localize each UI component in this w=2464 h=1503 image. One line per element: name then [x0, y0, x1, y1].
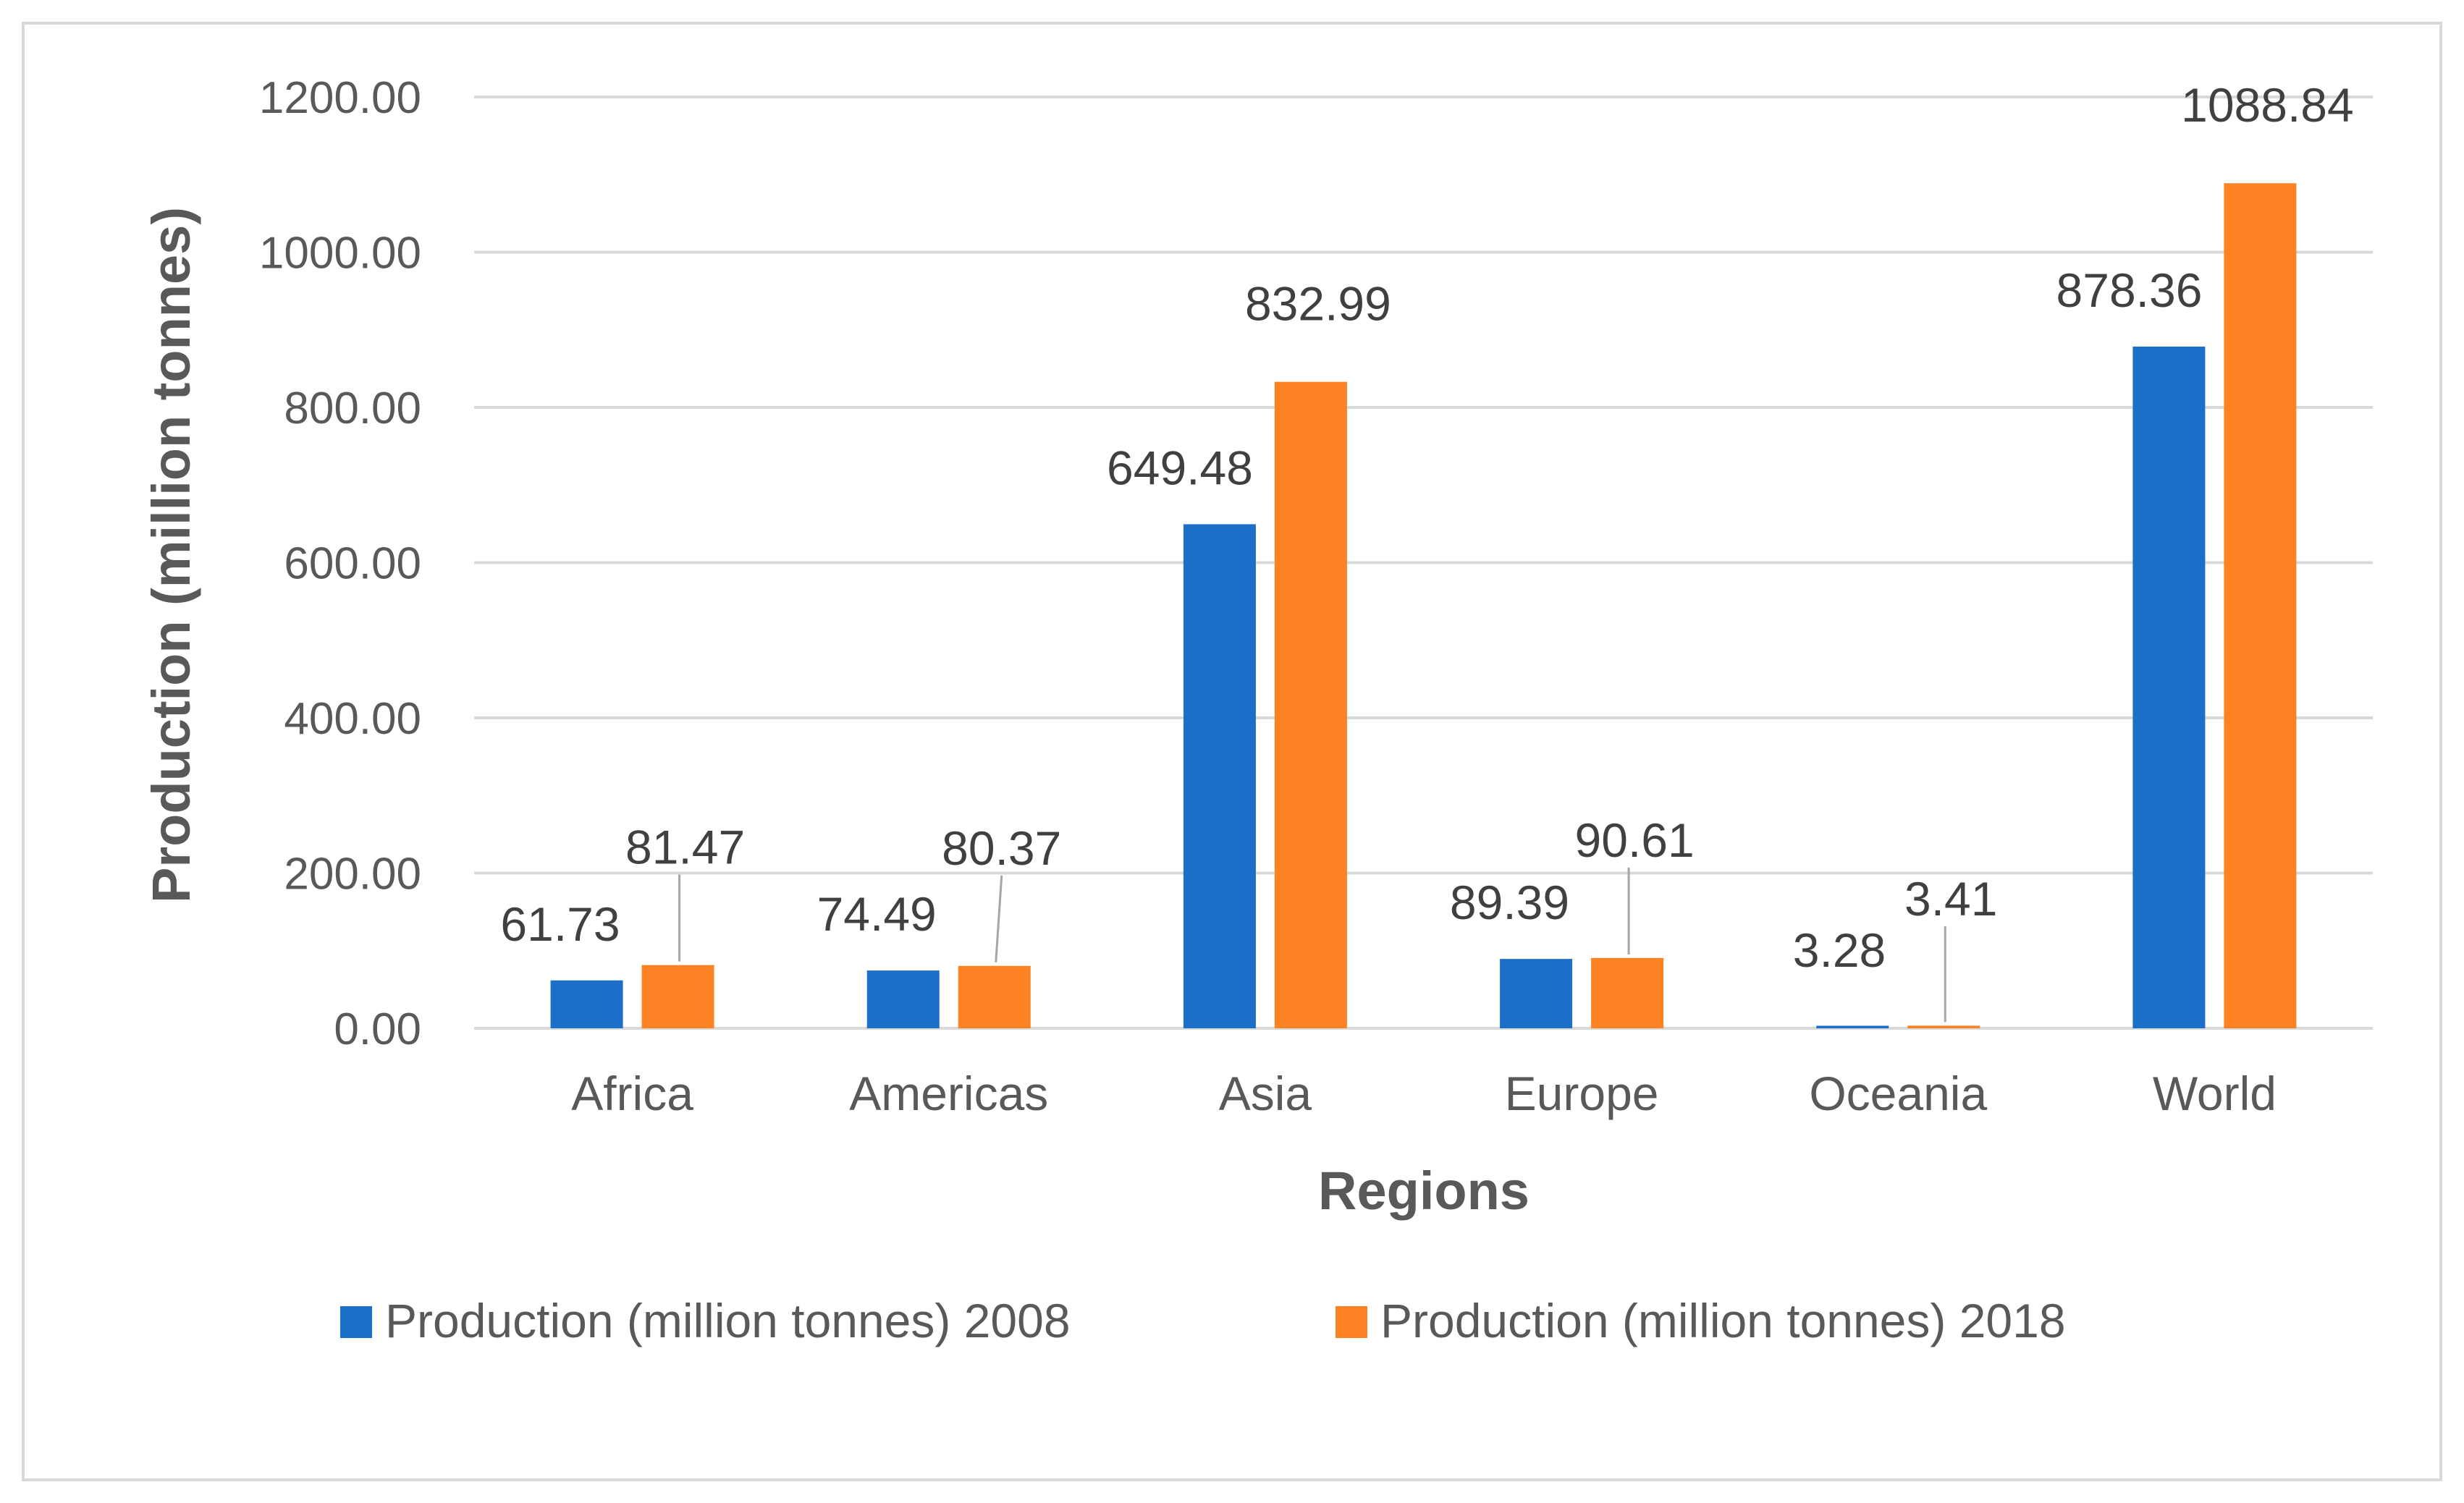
data-label-2008-africa: 61.73 [500, 897, 620, 951]
x-category-label: Americas [849, 1067, 1048, 1120]
bar-2018-asia [1274, 381, 1347, 1028]
chart-frame: 0.00 200.00 400.00 600.00 800.00 1000.00 1200.… [22, 22, 2442, 1481]
y-tick-label: 200.00 [284, 850, 421, 899]
x-category-label: Europe [1505, 1067, 1659, 1120]
data-label-2008-americas: 74.49 [817, 887, 937, 941]
bar-2008-world [2132, 346, 2206, 1029]
legend: Production (million tonnes) 2008 Product… [340, 1294, 2066, 1347]
bar-2018-americas [958, 965, 1031, 1028]
data-label-2018-asia: 832.99 [1245, 277, 1391, 331]
legend-label-2018: Production (million tonnes) 2018 [1380, 1294, 2066, 1347]
bar-2008-europe [1500, 959, 1573, 1028]
y-tick-label: 600.00 [284, 539, 421, 589]
bar-2008-oceania [1816, 1025, 1889, 1028]
y-tick-label: 0.00 [334, 1004, 421, 1054]
leader-line [995, 875, 1003, 962]
x-category-label: Asia [1219, 1067, 1312, 1120]
data-label-2018-oceania: 3.41 [1904, 872, 1997, 926]
bar-2008-africa [550, 980, 623, 1028]
y-axis-title: Production (million tonnes) [141, 207, 201, 903]
bar-2008-americas [866, 970, 940, 1028]
data-label-2008-oceania: 3.28 [1793, 923, 1886, 977]
y-tick-label: 400.00 [284, 694, 421, 744]
bar-2018-europe [1591, 957, 1664, 1028]
legend-swatch-2018 [1336, 1306, 1367, 1338]
data-label-2018-americas: 80.37 [942, 821, 1061, 875]
y-tick-label: 1200.00 [259, 73, 421, 123]
bar-chart: 0.00 200.00 400.00 600.00 800.00 1000.00 1200.… [141, 73, 2373, 1347]
bar-2018-oceania [1907, 1025, 1980, 1028]
y-tick-label: 1000.00 [259, 229, 421, 279]
data-label-2008-asia: 649.48 [1107, 441, 1253, 494]
legend-label-2008: Production (million tonnes) 2008 [385, 1294, 1071, 1347]
data-label-2018-world: 1088.84 [2181, 78, 2354, 132]
bar-2018-africa [641, 965, 714, 1028]
x-axis-title: Regions [1318, 1161, 1530, 1221]
y-tick-label: 800.00 [284, 384, 421, 433]
data-label-2008-world: 878.36 [2056, 263, 2203, 317]
x-category-label: World [2153, 1067, 2277, 1120]
bar-2018-world [2224, 183, 2297, 1028]
data-label-2018-europe: 90.61 [1574, 813, 1694, 867]
legend-swatch-2008 [340, 1306, 372, 1338]
x-category-label: Oceania [1809, 1067, 1987, 1120]
x-category-label: Africa [571, 1067, 693, 1120]
bar-2008-asia [1183, 524, 1256, 1028]
data-label-2018-africa: 81.47 [625, 821, 745, 874]
data-label-2008-europe: 89.39 [1450, 876, 1569, 929]
